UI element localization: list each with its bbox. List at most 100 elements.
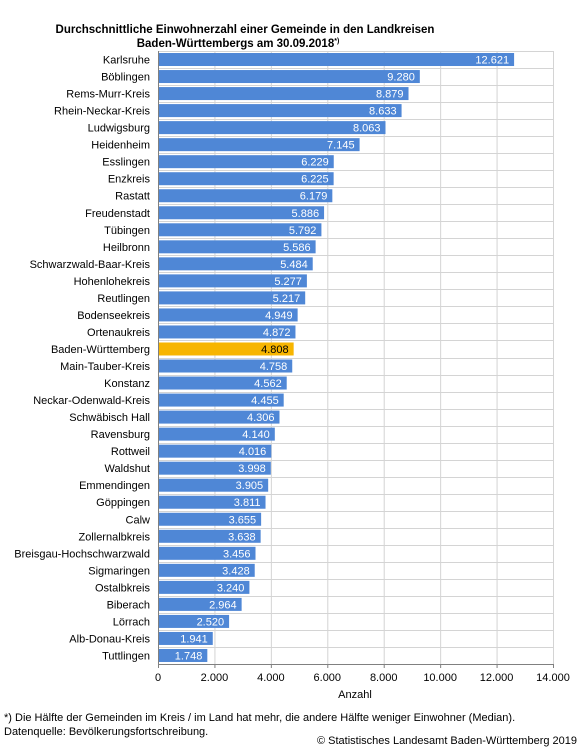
category-label: Biberach bbox=[107, 599, 150, 611]
value-label: 6.225 bbox=[301, 174, 329, 186]
category-label: Freudenstadt bbox=[85, 208, 150, 220]
value-label: 5.217 bbox=[273, 293, 301, 305]
category-label: Ravensburg bbox=[91, 429, 150, 441]
value-label: 1.941 bbox=[180, 633, 208, 645]
x-axis: 0 2.000 4.000 6.000 8.000 10.000 12.000 14.000 bbox=[155, 51, 570, 684]
bar bbox=[158, 512, 262, 526]
bar bbox=[158, 87, 409, 101]
copyright-notice: © Statistisches Landesamt Baden-Württemb… bbox=[316, 735, 577, 747]
x-tick-label: 0 bbox=[155, 672, 161, 684]
category-label: Zollernalbkreis bbox=[78, 531, 150, 543]
category-label: Ostalbkreis bbox=[95, 582, 151, 594]
bar bbox=[158, 376, 287, 390]
bar bbox=[158, 308, 298, 322]
value-label: 4.016 bbox=[239, 446, 267, 458]
value-label: 6.179 bbox=[300, 191, 328, 203]
bar bbox=[158, 546, 256, 560]
value-label: 4.455 bbox=[251, 395, 279, 407]
category-label: Enzkreis bbox=[108, 174, 151, 186]
value-label: 8.633 bbox=[369, 106, 397, 118]
value-label: 4.140 bbox=[242, 429, 270, 441]
category-label: Rottweil bbox=[111, 446, 150, 458]
value-label: 4.949 bbox=[265, 310, 293, 322]
x-tick-label: 12.000 bbox=[480, 672, 514, 684]
category-label: Baden-Württemberg bbox=[51, 344, 150, 356]
category-label: Waldshut bbox=[105, 463, 150, 475]
value-label: 3.655 bbox=[229, 514, 257, 526]
category-label: Main-Tauber-Kreis bbox=[60, 361, 150, 373]
value-label: 3.240 bbox=[217, 582, 245, 594]
value-label: 5.277 bbox=[274, 276, 302, 288]
category-label: Esslingen bbox=[102, 157, 150, 169]
x-tick-label: 8.000 bbox=[370, 672, 398, 684]
bar bbox=[158, 444, 272, 458]
value-label: 3.811 bbox=[234, 497, 261, 509]
chart-title-superscript: *) bbox=[334, 38, 339, 45]
category-label: Rastatt bbox=[115, 191, 150, 203]
bar bbox=[158, 410, 280, 424]
value-label: 5.484 bbox=[280, 259, 308, 271]
bars: 12.621 9.280 8.879 8.633 8.063 7.145 6.229 6.22… bbox=[158, 53, 515, 662]
category-label: Heidenheim bbox=[91, 140, 150, 152]
value-label: 7.145 bbox=[327, 140, 355, 152]
x-axis-label: Anzahl bbox=[338, 689, 372, 701]
value-label: 4.808 bbox=[261, 344, 289, 356]
value-label: 9.280 bbox=[387, 72, 415, 84]
x-tick-label: 4.000 bbox=[257, 672, 285, 684]
bar bbox=[158, 53, 515, 67]
category-label: Schwäbisch Hall bbox=[69, 412, 150, 424]
bar bbox=[158, 461, 271, 475]
bar bbox=[158, 427, 275, 441]
category-label: Hohenlohekreis bbox=[74, 276, 151, 288]
category-label: Tuttlingen bbox=[102, 650, 150, 662]
bar bbox=[158, 274, 307, 288]
bar-highlight bbox=[158, 342, 294, 356]
bar bbox=[158, 172, 334, 186]
value-label: 12.621 bbox=[475, 55, 509, 67]
value-label: 5.886 bbox=[292, 208, 320, 220]
value-label: 3.428 bbox=[222, 565, 250, 577]
category-label: Neckar-Odenwald-Kreis bbox=[33, 395, 150, 407]
value-label: 4.758 bbox=[260, 361, 288, 373]
value-label: 8.879 bbox=[376, 89, 404, 101]
value-label: 3.456 bbox=[223, 548, 251, 560]
bar bbox=[158, 104, 402, 118]
value-label: 3.998 bbox=[238, 463, 266, 475]
bar bbox=[158, 189, 333, 203]
bar bbox=[158, 121, 386, 135]
value-label: 5.792 bbox=[289, 225, 317, 237]
category-label: Rhein-Neckar-Kreis bbox=[54, 106, 150, 118]
category-label: Lörrach bbox=[113, 616, 150, 628]
category-label: Ludwigsburg bbox=[88, 123, 150, 135]
category-label: Karlsruhe bbox=[103, 55, 150, 67]
category-label: Breisgau-Hochschwarzwald bbox=[14, 548, 150, 560]
bar bbox=[158, 563, 255, 577]
chart-title-line2-text: Baden-Württembergs am 30.09.2018 bbox=[137, 38, 335, 50]
grid-lines bbox=[158, 51, 554, 665]
category-label: Göppingen bbox=[96, 497, 150, 509]
bar bbox=[158, 478, 269, 492]
bar bbox=[158, 291, 306, 305]
bar bbox=[158, 648, 208, 662]
bar bbox=[158, 631, 213, 645]
value-label: 5.586 bbox=[283, 242, 311, 254]
bar bbox=[158, 325, 296, 339]
bar bbox=[158, 240, 316, 254]
footnote-median: *) Die Hälfte der Gemeinden im Kreis / i… bbox=[4, 712, 516, 724]
value-label: 2.964 bbox=[209, 599, 237, 611]
x-tick-label: 10.000 bbox=[423, 672, 457, 684]
category-label: Reutlingen bbox=[97, 293, 150, 305]
category-label: Rems-Murr-Kreis bbox=[66, 89, 150, 101]
category-label: Tübingen bbox=[104, 225, 150, 237]
bar bbox=[158, 597, 242, 611]
category-label: Bodenseekreis bbox=[77, 310, 150, 322]
value-label: 6.229 bbox=[301, 157, 329, 169]
bar bbox=[158, 206, 325, 220]
bar bbox=[158, 393, 284, 407]
value-label: 3.905 bbox=[236, 480, 264, 492]
bar bbox=[158, 223, 322, 237]
value-label: 4.562 bbox=[254, 378, 282, 390]
chart-title-line2: Baden-Württembergs am 30.09.2018*) bbox=[137, 38, 340, 50]
category-label: Böblingen bbox=[101, 72, 150, 84]
bar bbox=[158, 495, 266, 509]
